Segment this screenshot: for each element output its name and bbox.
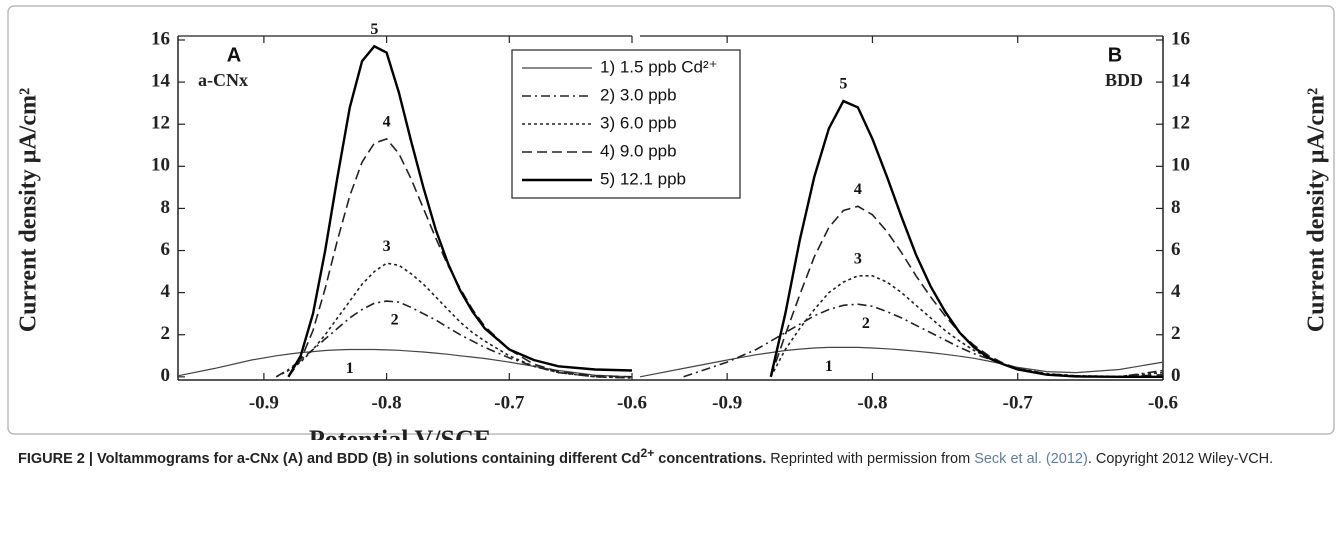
- y-tick-label: 10: [1171, 155, 1190, 176]
- y-axis-label: Current density μA/cm²: [1304, 88, 1330, 332]
- y-tick-label: 2: [161, 323, 171, 344]
- x-tick-label: -0.7: [1003, 392, 1034, 413]
- panel-annotation: a-CNx: [198, 70, 248, 90]
- series-line: [770, 205, 1164, 378]
- curve-label: 5: [370, 21, 378, 38]
- y-axis-label: Current density μA/cm²: [16, 88, 42, 332]
- series-line: [639, 346, 1164, 378]
- series-line: [275, 262, 633, 379]
- y-tick-label: 6: [161, 239, 171, 260]
- y-tick-label: 10: [151, 155, 170, 176]
- caption-text: Reprinted with permission from: [766, 450, 975, 467]
- curve-label: 4: [383, 114, 391, 131]
- series-line: [177, 348, 633, 378]
- y-tick-label: 16: [151, 28, 170, 49]
- y-tick-label: 14: [151, 70, 171, 91]
- curve-label: 2: [391, 312, 399, 329]
- legend-label: 2) 3.0 ppb: [600, 85, 677, 104]
- citation-link[interactable]: Seck et al. (2012): [974, 450, 1088, 467]
- series-line: [770, 275, 1164, 378]
- y-tick-label: 4: [161, 281, 171, 302]
- x-tick-label: -0.8: [857, 392, 887, 413]
- y-tick-label: 12: [151, 113, 170, 134]
- curve-label: 1: [346, 360, 354, 377]
- y-tick-label: 14: [1171, 70, 1191, 91]
- curve-label: 5: [839, 76, 847, 93]
- x-tick-label: -0.8: [372, 392, 402, 413]
- x-axis-label: Potential V/SCE: [309, 425, 491, 440]
- x-tick-label: -0.6: [617, 392, 647, 413]
- series-line: [275, 300, 633, 379]
- y-tick-label: 16: [1171, 28, 1190, 49]
- legend-label: 5) 12.1 ppb: [600, 169, 686, 188]
- series-line: [683, 303, 1164, 378]
- caption-text: . Copyright 2012 Wiley-VCH.: [1087, 450, 1274, 467]
- y-tick-label: 8: [1171, 197, 1181, 218]
- x-tick-label: -0.6: [1148, 392, 1178, 413]
- panel-annotation: BDD: [1105, 70, 1143, 90]
- y-tick-label: 8: [161, 197, 171, 218]
- legend-label: 3) 6.0 ppb: [600, 113, 677, 132]
- y-tick-label: 12: [1171, 113, 1190, 134]
- legend-box: [511, 49, 741, 199]
- y-tick-label: 2: [1171, 323, 1181, 344]
- caption-sup: 2+: [640, 446, 655, 460]
- legend-label: 4) 9.0 ppb: [600, 141, 677, 160]
- y-tick-label: 6: [1171, 239, 1181, 260]
- curve-label: 3: [383, 238, 391, 255]
- y-tick-label: 0: [161, 365, 171, 386]
- series-line: [287, 137, 633, 378]
- curve-label: 4: [854, 181, 862, 198]
- x-tick-label: -0.7: [494, 392, 525, 413]
- y-tick-label: 4: [1171, 281, 1181, 302]
- x-tick-label: -0.9: [712, 392, 742, 413]
- x-tick-label: -0.9: [249, 392, 279, 413]
- caption-bold: FIGURE 2 | Voltammograms for a-CNx (A) a…: [18, 446, 767, 467]
- panel-label: A: [227, 44, 241, 66]
- caption-text: concentrations.: [654, 450, 767, 467]
- caption-text: FIGURE 2 | Voltammograms for a-CNx (A) a…: [18, 450, 641, 467]
- figure-border: [7, 5, 1335, 435]
- y-tick-label: 0: [1171, 365, 1181, 386]
- curve-label: 1: [825, 358, 833, 375]
- series-line: [769, 99, 1163, 378]
- series-line: [287, 44, 633, 378]
- curve-label: 3: [854, 250, 862, 267]
- curve-label: 2: [862, 315, 870, 332]
- legend-label: 1) 1.5 ppb Cd²⁺: [600, 57, 718, 76]
- caption: FIGURE 2 | Voltammograms for a-CNx (A) a…: [18, 442, 1318, 470]
- panel-label: B: [1108, 44, 1122, 66]
